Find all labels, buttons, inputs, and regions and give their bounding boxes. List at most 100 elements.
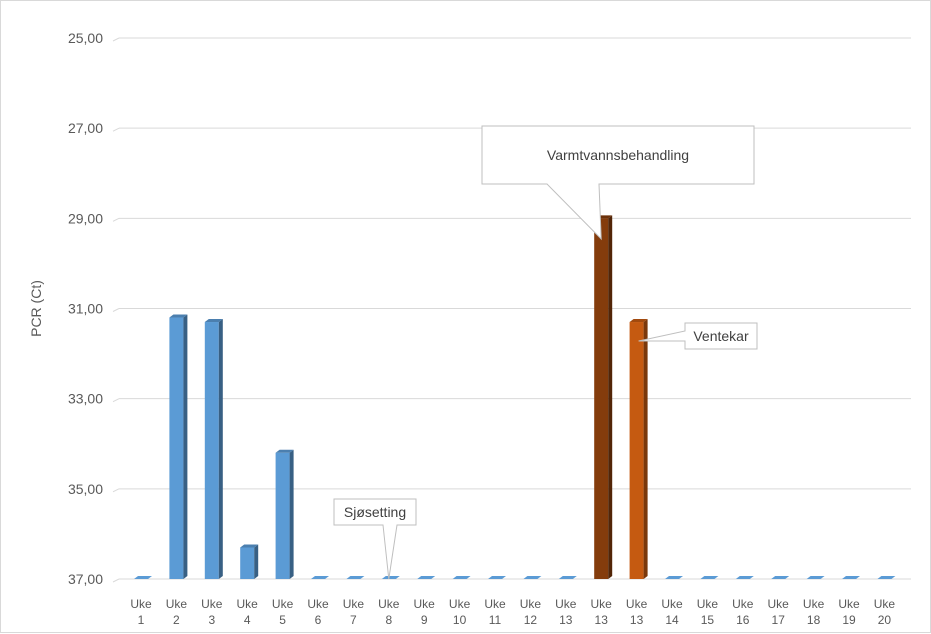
bar-side: [218, 319, 223, 579]
callout-label: Sjøsetting: [344, 504, 406, 520]
x-tick-label: 13: [595, 613, 609, 627]
gridline-tick: [112, 127, 120, 132]
x-tick-label: 16: [736, 613, 750, 627]
bar: [346, 576, 365, 579]
x-tick-label: Uke: [272, 597, 294, 611]
bar-side: [608, 215, 613, 580]
x-tick-label: Uke: [591, 597, 613, 611]
bar-side: [289, 449, 294, 579]
x-tick-label: Uke: [838, 597, 860, 611]
gridline-tick: [112, 217, 120, 222]
x-tick-label: 9: [421, 613, 428, 627]
bar: [629, 322, 644, 579]
y-axis-title: PCR (Ct): [28, 280, 44, 337]
bar: [558, 576, 577, 579]
x-tick-label: 20: [878, 613, 892, 627]
x-tick-label: 1: [138, 613, 145, 627]
x-tick-label: 5: [279, 613, 286, 627]
bar-top: [240, 544, 259, 548]
x-tick-label: Uke: [130, 597, 152, 611]
x-tick-label: Uke: [626, 597, 648, 611]
y-tick-label: 29,00: [68, 210, 103, 226]
bar: [771, 576, 790, 579]
x-tick-label: 18: [807, 613, 821, 627]
bar: [452, 576, 471, 579]
y-tick-label: 25,00: [68, 30, 103, 46]
x-tick-label: 11: [489, 613, 502, 627]
bar: [417, 576, 436, 579]
bar: [240, 547, 255, 579]
x-tick-label: 10: [453, 613, 467, 627]
bar: [842, 576, 860, 579]
x-tick-label: 2: [173, 613, 180, 627]
x-tick-label: 17: [772, 613, 786, 627]
y-tick-label: 35,00: [68, 481, 103, 497]
y-tick-label: 27,00: [68, 120, 103, 136]
bar-top: [169, 314, 188, 318]
bar: [169, 317, 184, 579]
x-tick-label: Uke: [449, 597, 471, 611]
x-tick-label: Uke: [661, 597, 683, 611]
bar: [594, 218, 609, 580]
bar: [488, 576, 506, 579]
x-tick-label: 19: [842, 613, 856, 627]
x-tick-label: 15: [701, 613, 715, 627]
callout-label: Varmtvannsbehandling: [547, 147, 689, 163]
bar: [275, 452, 290, 579]
bar-side: [183, 314, 188, 579]
bar-top: [204, 319, 223, 323]
gridline-tick: [112, 398, 120, 403]
bar: [735, 576, 754, 579]
x-tick-label: Uke: [166, 597, 188, 611]
bar: [877, 576, 896, 579]
x-tick-label: 6: [315, 613, 322, 627]
x-tick-label: 12: [524, 613, 538, 627]
gridline-tick: [112, 578, 120, 583]
x-tick-label: Uke: [414, 597, 436, 611]
callout-box: [333, 498, 417, 580]
bar: [665, 576, 683, 579]
bar-side: [254, 544, 259, 579]
x-tick-label: Uke: [732, 597, 754, 611]
y-tick-label: 31,00: [68, 301, 103, 317]
x-tick-label: 7: [350, 613, 357, 627]
x-tick-label: 14: [665, 613, 679, 627]
x-tick-label: Uke: [520, 597, 542, 611]
x-tick-label: 13: [559, 613, 573, 627]
gridline-tick: [112, 488, 120, 493]
x-tick-label: 4: [244, 613, 251, 627]
callout-box: [638, 322, 758, 350]
gridline-tick: [112, 308, 120, 312]
x-tick-label: Uke: [697, 597, 719, 611]
x-tick-label: Uke: [484, 597, 506, 611]
x-tick-label: Uke: [874, 597, 896, 611]
x-tick-label: Uke: [378, 597, 400, 611]
bar: [204, 322, 219, 579]
bar: [523, 576, 542, 579]
callout-box: [481, 125, 755, 241]
x-tick-label: Uke: [803, 597, 825, 611]
bar-top: [275, 449, 294, 453]
bar-top: [629, 319, 648, 323]
x-tick-label: Uke: [768, 597, 790, 611]
callout-label: Ventekar: [693, 328, 749, 344]
bar-side: [643, 319, 648, 579]
y-tick-label: 33,00: [68, 391, 103, 407]
bar: [381, 576, 400, 579]
bar: [700, 576, 719, 579]
x-tick-label: 3: [208, 613, 215, 627]
gridline-tick: [112, 37, 120, 42]
bar: [806, 576, 825, 579]
bar: [134, 576, 152, 579]
x-tick-label: Uke: [201, 597, 223, 611]
x-tick-label: Uke: [307, 597, 329, 611]
x-tick-label: Uke: [343, 597, 365, 611]
x-tick-label: 8: [385, 613, 392, 627]
x-tick-label: Uke: [237, 597, 259, 611]
x-tick-label: Uke: [555, 597, 577, 611]
x-tick-label: 13: [630, 613, 644, 627]
y-tick-label: 37,00: [68, 571, 103, 587]
bar: [311, 576, 329, 579]
